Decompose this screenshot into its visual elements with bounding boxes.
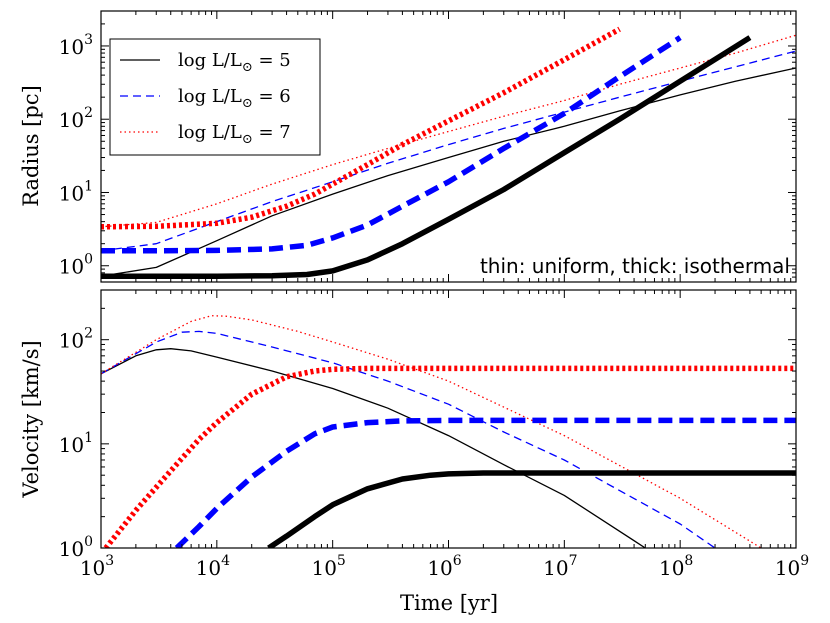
series-v-iso-L6 bbox=[174, 417, 796, 548]
legend-label-L6: log L/L⊙ = 6 bbox=[178, 86, 291, 111]
velocity-y-tick-label: 101 bbox=[59, 430, 93, 457]
velocity-plot-frame bbox=[100, 289, 797, 549]
series-r-uniform-L5 bbox=[101, 67, 796, 277]
legend-box bbox=[109, 38, 321, 156]
series-r-iso-L7 bbox=[101, 26, 621, 230]
velocity-axis-ticks: 100 101 102 103 104 105 106 107 108 109 bbox=[59, 289, 809, 580]
velocity-y-tick-label: 102 bbox=[59, 326, 93, 353]
legend: log L/L⊙ = 5 log L/L⊙ = 6 log L/L⊙ = 7 bbox=[109, 38, 321, 156]
velocity-y-axis-title: Velocity [km/s] bbox=[19, 340, 43, 498]
x-axis-title: Time [yr] bbox=[400, 591, 498, 615]
velocity-series-group bbox=[101, 315, 796, 548]
radius-axis-ticks: 100 101 102 103 bbox=[59, 10, 797, 283]
radius-y-tick-label: 102 bbox=[59, 105, 93, 132]
series-v-uniform-L6 bbox=[101, 330, 716, 548]
radius-panel: 100 101 102 103 Radius [pc] thin: uniform, … bbox=[19, 10, 797, 283]
legend-entry-L6: log L/L⊙ = 6 bbox=[120, 86, 291, 111]
radius-series-group bbox=[101, 26, 796, 279]
series-v-iso-L7 bbox=[103, 365, 796, 548]
style-annotation: thin: uniform, thick: isothermal bbox=[480, 254, 790, 278]
x-tick-label: 109 bbox=[775, 553, 809, 580]
velocity-y-tick-label: 100 bbox=[59, 534, 93, 561]
legend-label-L7: log L/L⊙ = 7 bbox=[178, 122, 291, 147]
radius-y-tick-label: 103 bbox=[59, 32, 93, 59]
x-tick-label: 104 bbox=[196, 553, 230, 580]
x-tick-label: 105 bbox=[311, 553, 345, 580]
x-tick-label: 107 bbox=[543, 553, 577, 580]
legend-entry-L7: log L/L⊙ = 7 bbox=[120, 122, 291, 147]
x-tick-label: 103 bbox=[80, 553, 114, 580]
radius-plot-frame bbox=[100, 10, 797, 283]
series-r-iso-L6 bbox=[101, 35, 682, 254]
radius-y-axis-title: Radius [pc] bbox=[19, 85, 43, 207]
radius-y-tick-label: 101 bbox=[59, 178, 93, 205]
radius-y-tick-label: 100 bbox=[59, 252, 93, 279]
x-tick-label: 106 bbox=[427, 553, 461, 580]
series-v-iso-L5 bbox=[267, 470, 796, 548]
velocity-panel: 100 101 102 103 104 105 106 107 108 109 Velocity … bbox=[19, 289, 809, 615]
x-tick-label: 108 bbox=[659, 553, 693, 580]
legend-label-L5: log L/L⊙ = 5 bbox=[178, 50, 291, 75]
series-v-uniform-L7 bbox=[101, 315, 762, 548]
series-v-uniform-L5 bbox=[101, 348, 646, 548]
series-r-iso-L5 bbox=[101, 35, 752, 279]
legend-entry-L5: log L/L⊙ = 5 bbox=[120, 50, 291, 75]
